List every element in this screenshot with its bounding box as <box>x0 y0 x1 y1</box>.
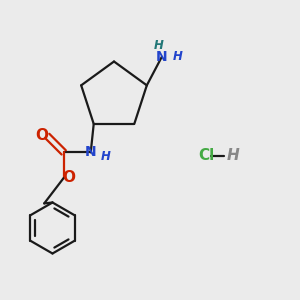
Text: H: H <box>154 39 164 52</box>
Text: O: O <box>63 170 76 185</box>
Text: N: N <box>85 146 97 159</box>
Text: N: N <box>156 50 168 64</box>
Text: H: H <box>226 148 239 164</box>
Text: Cl: Cl <box>198 148 214 164</box>
Text: O: O <box>35 128 48 143</box>
Text: H: H <box>173 50 183 63</box>
Text: H: H <box>101 150 111 164</box>
